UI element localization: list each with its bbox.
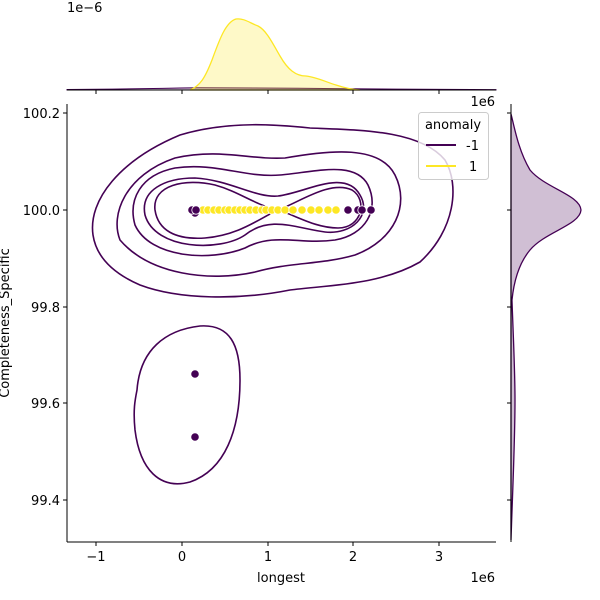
- x-offset-label: 1e6: [470, 571, 495, 586]
- svg-text:2: 2: [349, 550, 357, 565]
- svg-text:99.6: 99.6: [31, 397, 60, 412]
- top-marginal-offset-label: 1e−6: [67, 1, 102, 16]
- legend-title: anomaly: [425, 118, 481, 133]
- svg-text:99.4: 99.4: [31, 494, 60, 509]
- svg-text:99.8: 99.8: [31, 301, 60, 316]
- svg-text:3: 3: [435, 550, 443, 565]
- svg-text:100.2: 100.2: [23, 107, 60, 122]
- scatter-class-neg1: [187, 205, 376, 442]
- svg-text:−1: −1: [86, 550, 105, 565]
- x-tick-labels: −1 0 1 2 3: [86, 550, 443, 565]
- y-offset-label: 1e6: [470, 95, 495, 110]
- right-marginal-kde: [507, 104, 582, 542]
- legend-label-1: 1: [469, 160, 477, 175]
- legend: anomaly -1 1: [418, 112, 489, 180]
- y-ticks: [63, 112, 67, 501]
- svg-text:100.0: 100.0: [23, 204, 60, 219]
- x-axis-label: longest: [257, 571, 305, 586]
- svg-text:1: 1: [264, 550, 272, 565]
- y-axis-label: Completeness_Specific: [0, 248, 13, 398]
- kde-contours: [91, 123, 454, 485]
- scatter-class-1: [198, 205, 341, 215]
- joint-plot-area: −1 0 1 2 3 longest 1e6 100.2 100.0 99.8 …: [0, 95, 496, 586]
- legend-label-neg1: -1: [466, 139, 479, 154]
- top-marginal-kde: 1e−6: [66, 1, 497, 94]
- x-ticks: [95, 542, 440, 546]
- svg-text:0: 0: [178, 550, 186, 565]
- y-tick-labels: 100.2 100.0 99.8 99.6 99.4: [23, 107, 60, 509]
